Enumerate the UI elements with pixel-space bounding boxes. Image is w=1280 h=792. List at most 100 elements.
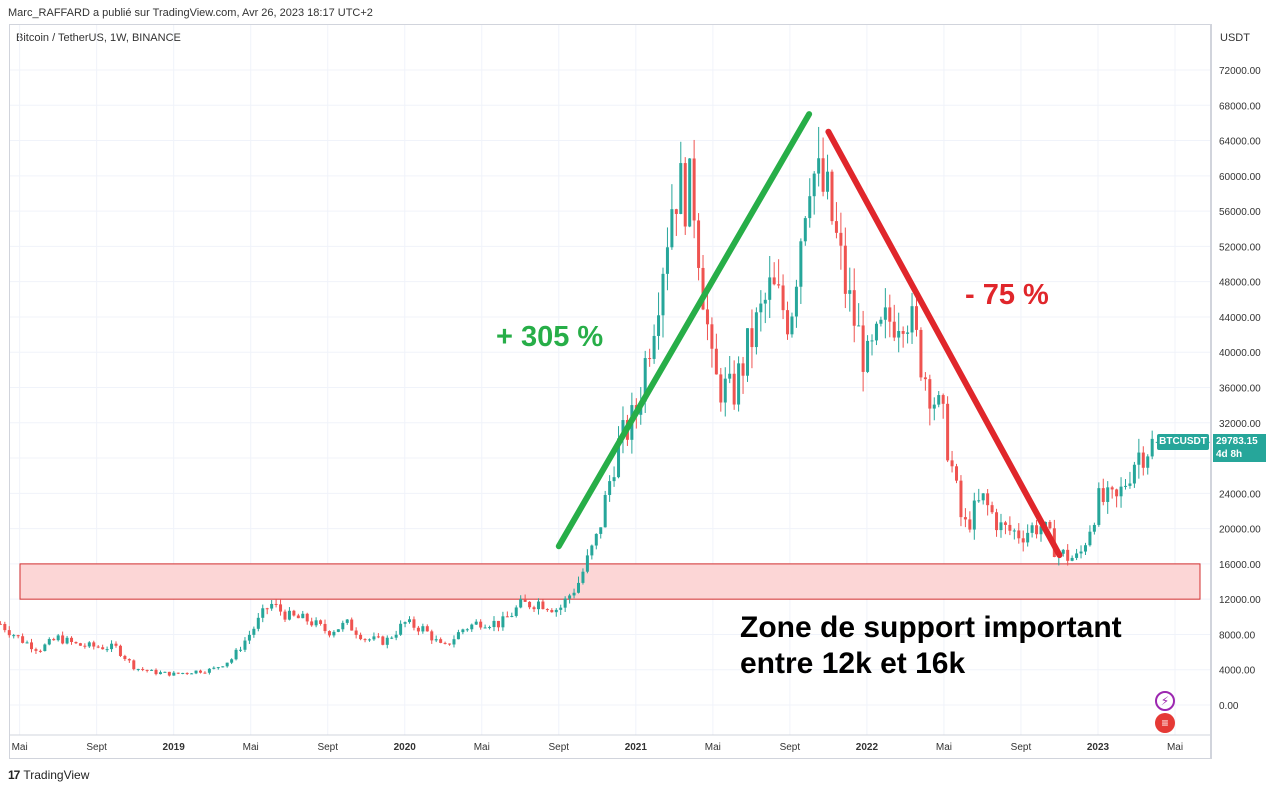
rise-percentage-label: + 305 %: [496, 321, 604, 353]
candle-body: [990, 505, 994, 513]
candle-body: [483, 627, 487, 629]
candle-body: [572, 592, 576, 596]
candle-body: [986, 493, 990, 506]
tradingview-mark-icon: 17: [8, 768, 20, 782]
candle-body: [274, 603, 278, 605]
candle-body: [1106, 487, 1110, 502]
time-tick-label: Sept: [549, 742, 570, 753]
candle-body: [167, 671, 171, 676]
candle-body: [781, 285, 785, 311]
candle-body: [1110, 487, 1114, 490]
candle-body: [839, 232, 843, 246]
time-tick-label: Mai: [1167, 742, 1183, 753]
price-tick-label: 16000.00: [1219, 560, 1261, 571]
candle-body: [83, 645, 87, 647]
candle-body: [136, 668, 140, 670]
chart-frame: [9, 24, 1211, 759]
candle-body: [323, 623, 327, 632]
candle-body: [866, 340, 870, 372]
support-zone: [19, 563, 1201, 600]
candle-body: [794, 286, 798, 317]
candle-body: [528, 601, 532, 608]
tradingview-logo[interactable]: 17 TradingView: [8, 768, 89, 782]
candle-body: [995, 512, 999, 531]
candle-body: [545, 609, 549, 611]
candle-body: [16, 635, 20, 637]
candle-body: [688, 158, 692, 227]
candle-body: [367, 639, 371, 641]
candle-body: [697, 220, 701, 268]
candle-body: [0, 623, 2, 625]
candle-body: [679, 163, 683, 214]
fall-trend-line: [825, 128, 1063, 559]
candle-body: [897, 331, 901, 338]
candle-body: [1003, 522, 1007, 525]
candle-body: [118, 645, 122, 656]
support-zone-note-line1: Zone de support important: [740, 611, 1122, 644]
candle-body: [532, 607, 536, 610]
currency-label[interactable]: USDT: [1220, 32, 1250, 44]
candle-body: [519, 598, 523, 608]
candle-body: [43, 644, 47, 651]
candle-body: [412, 619, 416, 628]
candle-body: [523, 598, 527, 602]
lightning-icon[interactable]: ⚡: [1155, 691, 1175, 711]
candle-body: [127, 659, 131, 661]
candle-body: [354, 630, 358, 635]
price-axis: 72000.00 68000.00 64000.00 60000.00 56000.00…: [1219, 66, 1261, 712]
candle-body: [581, 571, 585, 583]
candle-body: [70, 637, 74, 642]
candle-body: [541, 601, 545, 610]
candle-body: [514, 607, 518, 616]
candle-body: [141, 668, 145, 670]
candle-body: [968, 519, 972, 530]
candle-body: [158, 672, 162, 675]
candle-body: [474, 621, 478, 625]
candle-body: [456, 632, 460, 640]
candle-body: [1146, 456, 1150, 468]
candle-body: [790, 316, 794, 335]
candle-body: [1141, 452, 1145, 468]
candles: [0, 126, 1210, 677]
candle-body: [1119, 486, 1123, 497]
candle-body: [501, 616, 505, 628]
candle-body: [38, 650, 42, 652]
last-price: 29783.15: [1216, 436, 1258, 447]
candle-body: [657, 315, 661, 336]
candle-body: [3, 623, 7, 631]
candle-body: [1097, 488, 1101, 525]
candle-body: [221, 666, 225, 668]
candle-body: [714, 348, 718, 375]
candle-body: [261, 608, 265, 618]
candle-body: [470, 624, 474, 630]
us-flag-icon[interactable]: ≡: [1155, 713, 1175, 733]
candle-body: [439, 639, 443, 643]
candle-body: [345, 619, 349, 623]
time-tick-label: 2020: [394, 742, 417, 753]
candle-body: [190, 673, 194, 675]
price-tick-label: 4000.00: [1219, 666, 1256, 677]
candle-body: [247, 634, 251, 641]
symbol-info[interactable]: Bitcoin / TetherUS, 1W, BINANCE: [16, 32, 181, 44]
candle-body: [350, 619, 354, 631]
candle-body: [674, 209, 678, 214]
candle-body: [256, 617, 260, 629]
candle-body: [301, 613, 305, 619]
candle-body: [910, 306, 914, 333]
time-tick-label: Mai: [474, 742, 490, 753]
candle-body: [554, 609, 558, 613]
candle-body: [372, 636, 376, 640]
candle-body: [430, 631, 434, 641]
candle-body: [359, 634, 363, 640]
candle-body: [176, 672, 180, 674]
candle-body: [955, 466, 959, 481]
candle-body: [207, 668, 211, 673]
candle-body: [670, 209, 674, 248]
time-tick-label: Sept: [1011, 742, 1032, 753]
candle-body: [1075, 553, 1079, 558]
candle-body: [1083, 545, 1087, 552]
price-tick-label: 44000.00: [1219, 313, 1261, 324]
candle-body: [198, 670, 202, 673]
candle-body: [225, 662, 229, 667]
